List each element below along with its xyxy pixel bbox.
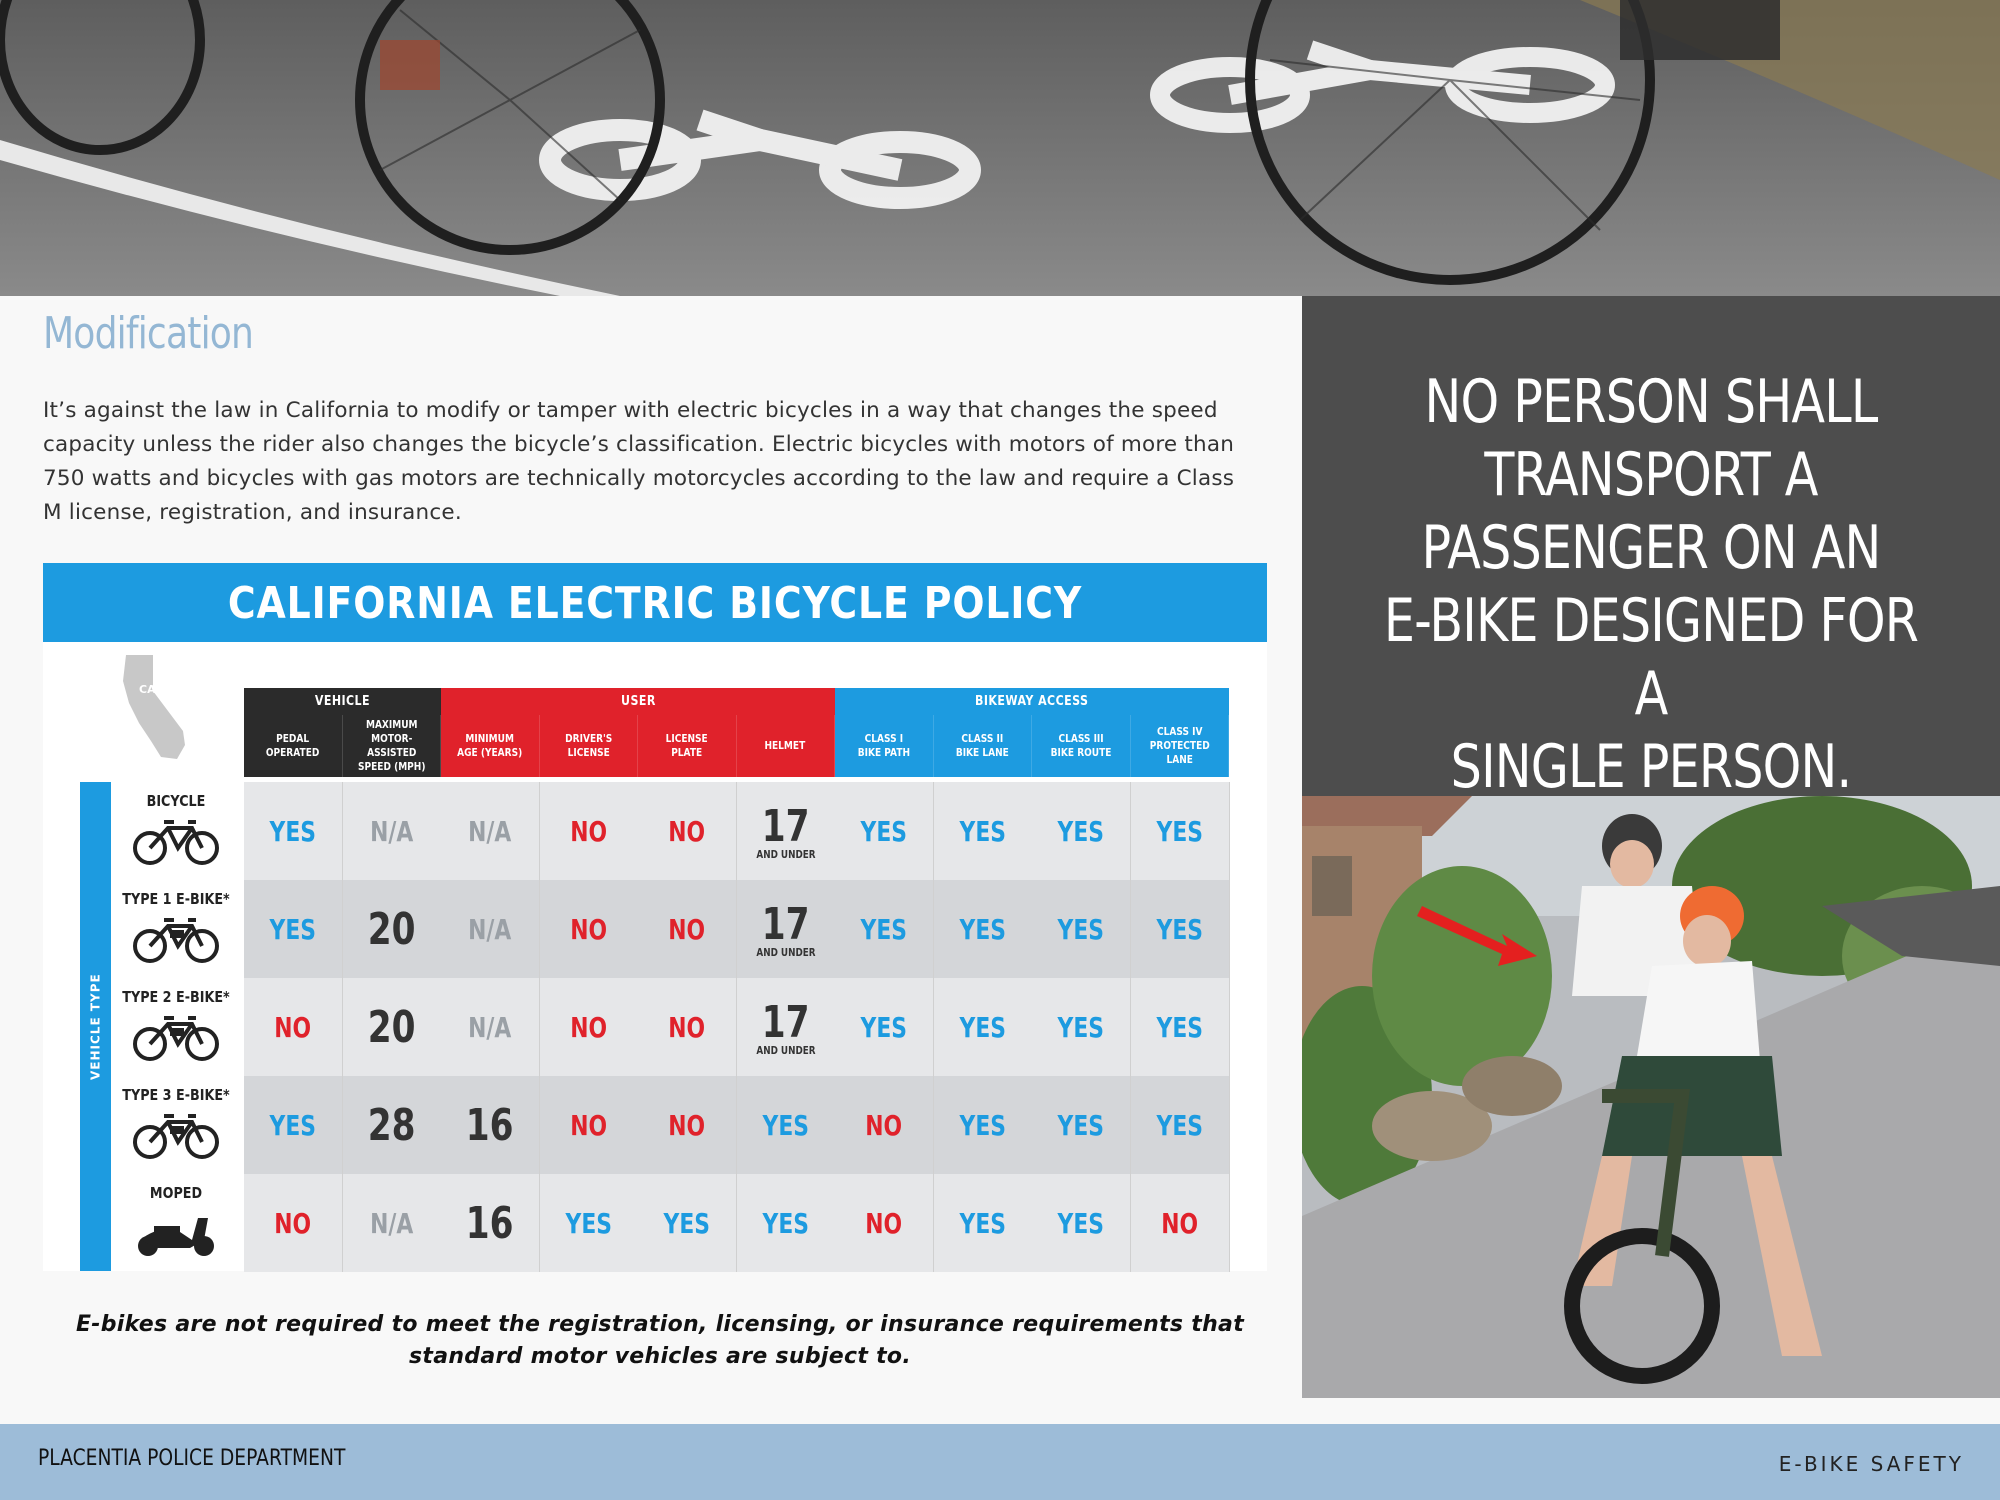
table-cell: NO bbox=[539, 880, 639, 978]
table-cell: NO bbox=[539, 782, 639, 880]
column-header: DRIVER'S LICENSE bbox=[539, 715, 638, 777]
chart-title-bar bbox=[43, 563, 1267, 642]
table-cell: YES bbox=[1130, 978, 1230, 1076]
content-panel: Modification It’s against the law in Cal… bbox=[0, 296, 1302, 1424]
table-cell: 16 bbox=[441, 1076, 540, 1174]
column-header: CLASS II BIKE LANE bbox=[933, 715, 1032, 777]
row-label-type-3-e-bike: TYPE 3 E-BIKE* bbox=[111, 1076, 241, 1172]
column-header: CLASS I BIKE PATH bbox=[835, 715, 934, 777]
table-cell: YES bbox=[1130, 1076, 1230, 1174]
table-cell: NO bbox=[638, 1076, 737, 1174]
chart-title: CALIFORNIA ELECTRIC BICYCLE POLICY bbox=[227, 578, 1083, 629]
table-cell: YES bbox=[933, 782, 1033, 880]
ebike-icon bbox=[111, 1112, 241, 1164]
quote-line: PASSENGER ON AN bbox=[1421, 513, 1882, 583]
column-header: LICENSE PLATE bbox=[638, 715, 737, 777]
table-cell: YES bbox=[933, 880, 1033, 978]
footer-tag: E-BIKE SAFETY bbox=[1778, 1452, 1964, 1476]
table-cell: YES bbox=[1032, 1174, 1131, 1272]
table-cell: N/A bbox=[441, 978, 540, 1076]
table-cell: N/A bbox=[441, 782, 540, 880]
table-cell: YES bbox=[933, 1174, 1033, 1272]
passenger-photo bbox=[1302, 796, 2000, 1398]
table-cell: NO bbox=[244, 1174, 343, 1272]
quote-text: NO PERSON SHALL TRANSPORT A PASSENGER ON… bbox=[1365, 366, 1937, 804]
table-cell: YES bbox=[1032, 978, 1131, 1076]
footnote: E-bikes are not required to meet the reg… bbox=[75, 1312, 1245, 1369]
column-header: MINIMUM AGE (YEARS) bbox=[441, 715, 540, 777]
california-map-icon: CA bbox=[123, 655, 185, 759]
section-body: It’s against the law in California to mo… bbox=[43, 398, 1235, 525]
moped-icon bbox=[111, 1210, 241, 1262]
table-cell: YES bbox=[244, 880, 343, 978]
quote-box: NO PERSON SHALL TRANSPORT A PASSENGER ON… bbox=[1302, 296, 2000, 802]
quote-line: NO PERSON SHALL bbox=[1424, 367, 1879, 437]
column-header: HELMET bbox=[736, 715, 835, 777]
table-cell: YES bbox=[933, 978, 1033, 1076]
ebike-icon bbox=[111, 1014, 241, 1066]
table-cell: YES bbox=[1130, 782, 1230, 880]
table-cell: NO bbox=[539, 1076, 639, 1174]
table-cell: YES bbox=[835, 880, 934, 978]
ebike-icon bbox=[111, 916, 241, 968]
footer: PLACENTIA POLICE DEPARTMENT E-BIKE SAFET… bbox=[0, 1424, 2000, 1500]
table-cell: YES bbox=[835, 978, 934, 1076]
column-header: CLASS IV PROTECTED LANE bbox=[1130, 715, 1229, 777]
table-cell: NO bbox=[835, 1076, 934, 1174]
table-cell: YES bbox=[638, 1174, 737, 1272]
table-cell: YES bbox=[1032, 782, 1131, 880]
column-group-header: BIKEWAY ACCESS bbox=[835, 688, 1229, 715]
policy-chart: CALIFORNIA ELECTRIC BICYCLE POLICY CA VE… bbox=[43, 563, 1267, 1272]
table-cell: YES bbox=[244, 782, 343, 880]
table-cell: YES bbox=[736, 1076, 836, 1174]
state-abbr: CA bbox=[139, 683, 156, 696]
quote-line: SINGLE PERSON. bbox=[1450, 732, 1852, 802]
table-cell: YES bbox=[1032, 880, 1131, 978]
column-group-header: USER bbox=[441, 688, 835, 715]
hero-photo bbox=[0, 0, 2000, 296]
table-cell: 17 AND UNDER bbox=[736, 782, 836, 880]
table-cell: NO bbox=[1130, 1174, 1230, 1272]
table-cell: YES bbox=[933, 1076, 1033, 1174]
table-cell: 17 AND UNDER bbox=[736, 978, 836, 1076]
row-label-type-1-e-bike: TYPE 1 E-BIKE* bbox=[111, 880, 241, 976]
column-group-header: VEHICLE bbox=[244, 688, 441, 715]
column-header: PEDAL OPERATED bbox=[244, 715, 343, 777]
table-cell: N/A bbox=[441, 880, 540, 978]
table-cell: YES bbox=[539, 1174, 639, 1272]
table-cell: 16 bbox=[441, 1174, 540, 1272]
column-header: MAXIMUM MOTOR-ASSISTED SPEED (MPH) bbox=[342, 715, 441, 777]
table-cell: YES bbox=[1032, 1076, 1131, 1174]
table-cell: YES bbox=[1130, 880, 1230, 978]
vehicle-type-bar bbox=[80, 782, 111, 1271]
table-cell: 28 bbox=[342, 1076, 442, 1174]
table-cell: YES bbox=[835, 782, 934, 880]
department-name: PLACENTIA POLICE DEPARTMENT bbox=[38, 1446, 346, 1471]
table-cell: N/A bbox=[342, 782, 442, 880]
section-heading: Modification bbox=[43, 308, 254, 359]
table-cell: NO bbox=[835, 1174, 934, 1272]
vehicle-type-label: VEHICLE TYPE bbox=[88, 973, 103, 1080]
table-cell: NO bbox=[244, 978, 343, 1076]
table-cell: YES bbox=[244, 1076, 343, 1174]
table-cell: NO bbox=[638, 782, 737, 880]
table-cell: 17 AND UNDER bbox=[736, 880, 836, 978]
row-label-moped: MOPED bbox=[111, 1174, 241, 1270]
column-header: CLASS III BIKE ROUTE bbox=[1032, 715, 1131, 777]
row-label-type-2-e-bike: TYPE 2 E-BIKE* bbox=[111, 978, 241, 1074]
quote-line: E-BIKE DESIGNED FOR A bbox=[1383, 586, 1919, 729]
table-cell: NO bbox=[638, 880, 737, 978]
table-cell: NO bbox=[539, 978, 639, 1076]
bicycle-icon bbox=[111, 818, 241, 870]
table-cell: NO bbox=[638, 978, 737, 1076]
table-cell: 20 bbox=[342, 880, 442, 978]
table-cell: N/A bbox=[342, 1174, 442, 1272]
table-cell: YES bbox=[736, 1174, 836, 1272]
table-cell: 20 bbox=[342, 978, 442, 1076]
quote-line: TRANSPORT A bbox=[1484, 440, 1818, 510]
row-label-bicycle: BICYCLE bbox=[111, 782, 241, 878]
